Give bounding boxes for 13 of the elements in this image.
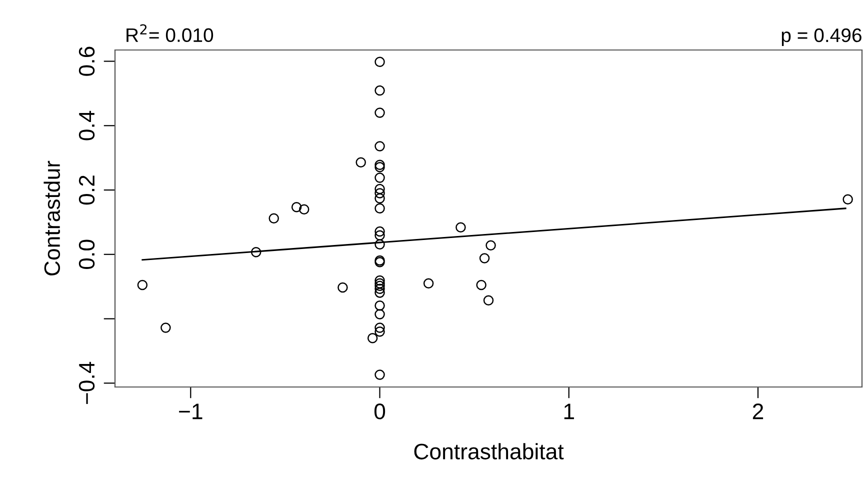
text: p = 0.496 [782,28,862,46]
y-tick-label: 0.6 [78,46,95,76]
x-axis-title: Contrasthabitat [414,443,564,460]
text: R$^{2}$= 0.010 [126,24,214,42]
y-tick-label: −0.4 [78,362,95,404]
x-tick-label: 2 [752,404,764,420]
y-tick-label: 0.2 [78,176,95,205]
y-tick-label: 0.0 [78,240,95,269]
x-tick-label: 1 [564,404,574,420]
y-axis-title: Contrastdur [44,160,60,276]
x-tick-label: −1 [179,404,202,420]
y-tick-label: 0.4 [78,110,95,140]
x-tick-label: 0 [374,404,386,420]
